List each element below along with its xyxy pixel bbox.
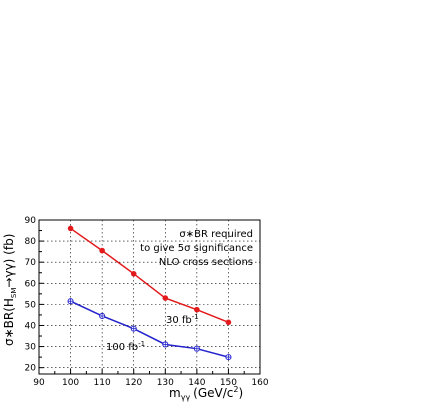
data-point-1 bbox=[130, 325, 137, 332]
x-tick-label: 140 bbox=[188, 378, 205, 388]
y-tick-label: 30 bbox=[25, 343, 37, 353]
x-tick-label: 110 bbox=[94, 378, 111, 388]
series-label-30fb-text: 30 fb bbox=[166, 315, 192, 326]
x-tick-label: 100 bbox=[62, 378, 79, 388]
data-point-1 bbox=[162, 341, 169, 348]
data-point-1 bbox=[67, 298, 74, 305]
y-tick-label: 20 bbox=[25, 364, 37, 374]
series-line-0 bbox=[70, 227, 229, 324]
x-axis-label-units: (GeV/c bbox=[193, 386, 233, 400]
y-tick-label: 50 bbox=[25, 300, 37, 310]
y-tick-label: 70 bbox=[25, 258, 37, 268]
x-axis-label: mγγ (GeV/c2) bbox=[169, 385, 243, 402]
x-axis-label-sup: 2 bbox=[233, 385, 238, 394]
y-tick-label: 40 bbox=[25, 321, 37, 331]
y-tick-labels: 20 30 40 50 60 70 80 90 bbox=[25, 216, 37, 374]
data-point-1 bbox=[193, 345, 200, 352]
data-point-0 bbox=[130, 270, 137, 277]
y-tick-label: 60 bbox=[25, 279, 37, 289]
axis-ticks bbox=[38, 219, 261, 374]
x-tick-label: 90 bbox=[33, 378, 45, 388]
data-point-0 bbox=[225, 319, 232, 326]
data-point-0 bbox=[99, 247, 105, 254]
y-axis-label: σ∗BR(HSM→γγ) (fb) bbox=[2, 234, 18, 346]
data-point-1 bbox=[225, 354, 232, 361]
annotation-line-1: σ∗BR required bbox=[179, 229, 253, 240]
series-label-100fb-text: 100 fb bbox=[106, 342, 138, 353]
y-axis-label-sub: SM bbox=[10, 288, 18, 298]
series-label-100fb-sup: -1 bbox=[138, 340, 145, 348]
series-label-100fb: 100 fb-1 bbox=[106, 340, 145, 353]
annotation-line-3: NLO cross sections bbox=[159, 257, 253, 268]
y-axis-label-main: σ∗BR(H bbox=[2, 298, 16, 346]
x-tick-label: 120 bbox=[125, 378, 142, 388]
y-tick-label: 90 bbox=[25, 216, 37, 226]
series-line-1 bbox=[70, 300, 229, 358]
y-axis-label-end: →γγ) (fb) bbox=[2, 234, 16, 288]
data-point-0 bbox=[162, 295, 169, 301]
data-point-0 bbox=[67, 225, 74, 232]
annotation-line-2: to give 5σ significance bbox=[140, 243, 253, 254]
series-label-30fb-sup: -1 bbox=[192, 313, 199, 321]
x-tick-labels: 90 100 110 120 130 140 150 160 bbox=[33, 378, 269, 388]
y-tick-label: 80 bbox=[25, 237, 37, 247]
x-tick-label: 160 bbox=[251, 378, 268, 388]
x-axis-label-end: ) bbox=[238, 386, 243, 400]
data-point-0 bbox=[194, 306, 200, 313]
series-label-30fb: 30 fb-1 bbox=[166, 313, 199, 326]
data-point-1 bbox=[99, 312, 106, 320]
x-axis-label-m: m bbox=[169, 386, 181, 400]
x-tick-label: 130 bbox=[157, 378, 174, 388]
x-axis-label-sub: γγ bbox=[181, 393, 191, 402]
x-tick-label: 150 bbox=[220, 378, 237, 388]
series-layer bbox=[67, 225, 232, 361]
